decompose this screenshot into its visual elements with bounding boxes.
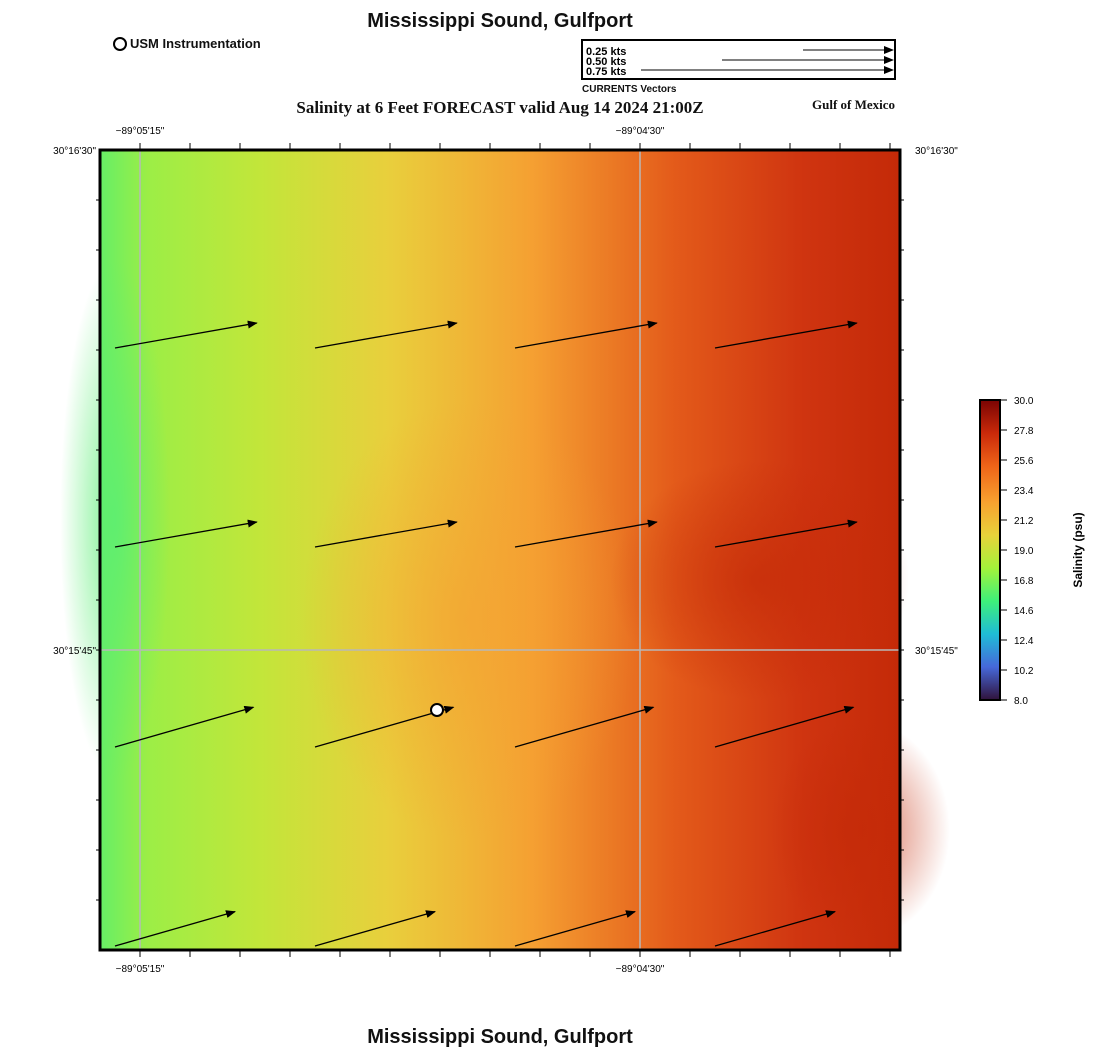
vector-key-label-025: 0.25 kts (586, 46, 626, 58)
lat-label-right-1: 30°16'30" (915, 146, 958, 157)
vector-key: 0.25 kts 0.50 kts 0.75 kts (581, 39, 896, 80)
colorbar-tick-label: 16.8 (1014, 576, 1034, 587)
graticule (100, 150, 900, 950)
colorbar-tick-label: 30.0 (1014, 396, 1034, 407)
colorbar-label: Salinity (psu) (1071, 512, 1085, 587)
map-subtitle: Salinity at 6 Feet FORECAST valid Aug 14… (296, 98, 704, 117)
current-vector-arrow (114, 910, 236, 947)
frame-ticks (96, 143, 904, 957)
vector-key-label-075: 0.75 kts (586, 66, 626, 78)
colorbar: 30.0 27.8 25.6 23.4 21.2 19.0 16.8 14.6 12.4 10.2… (979, 396, 1085, 707)
current-vector-arrow (714, 519, 858, 548)
current-vector-arrow (314, 519, 458, 548)
lat-label-right-2: 30°15'45" (915, 646, 958, 657)
vector-key-caption: CURRENTS Vectors (582, 84, 677, 95)
map-title: Mississippi Sound, Gulfport (367, 10, 633, 32)
colorbar-tick-label: 25.6 (1014, 456, 1034, 467)
colorbar-tick-label: 12.4 (1014, 636, 1034, 647)
current-vector-arrow (514, 519, 658, 548)
region-label: Gulf of Mexico (812, 97, 896, 112)
current-vector-arrow (114, 705, 255, 748)
current-vector-arrow (714, 910, 836, 947)
colorbar-tick-label: 10.2 (1014, 666, 1034, 677)
usm-station-marker[interactable] (430, 703, 444, 717)
lat-label-left-1: 30°16'30" (53, 146, 96, 157)
colorbar-tick-label: 27.8 (1014, 426, 1034, 437)
current-vector-arrow (114, 519, 258, 548)
current-vector-arrow (714, 705, 855, 748)
current-vector-arrow (514, 910, 636, 947)
current-vector-arrow (314, 910, 436, 947)
footer-title: Mississippi Sound, Gulfport (367, 1026, 633, 1048)
usm-instrumentation-legend: USM Instrumentation (113, 36, 261, 51)
colorbar-tick-label: 19.0 (1014, 546, 1034, 557)
colorbar-tick-label: 21.2 (1014, 516, 1034, 527)
usm-marker-icon (113, 36, 127, 51)
colorbar-tick-label: 23.4 (1014, 486, 1034, 497)
lat-label-left-2: 30°15'45" (53, 646, 96, 657)
usm-legend-label: USM Instrumentation (130, 36, 261, 51)
current-vector-arrow (114, 320, 258, 349)
colorbar-ticks: 30.0 27.8 25.6 23.4 21.2 19.0 16.8 14.6 12.4 10.2… (1000, 396, 1034, 707)
current-vector-arrow (714, 320, 858, 349)
lon-label-top-2: −89°04'30" (616, 126, 665, 137)
current-vector-arrow (514, 705, 655, 748)
current-vector-arrow (314, 705, 455, 748)
lon-label-bottom-1: −89°05'15" (116, 964, 165, 975)
salinity-field (60, 150, 950, 950)
current-vector-arrow (514, 320, 658, 349)
colorbar-tick-label: 14.6 (1014, 606, 1034, 617)
vector-key-label-050: 0.50 kts (586, 56, 626, 68)
current-vector-arrow (314, 320, 458, 349)
colorbar-tick-label: 8.0 (1014, 696, 1028, 707)
current-vectors (114, 320, 858, 947)
lon-label-bottom-2: −89°04'30" (616, 964, 665, 975)
lon-label-top-1: −89°05'15" (116, 126, 165, 137)
